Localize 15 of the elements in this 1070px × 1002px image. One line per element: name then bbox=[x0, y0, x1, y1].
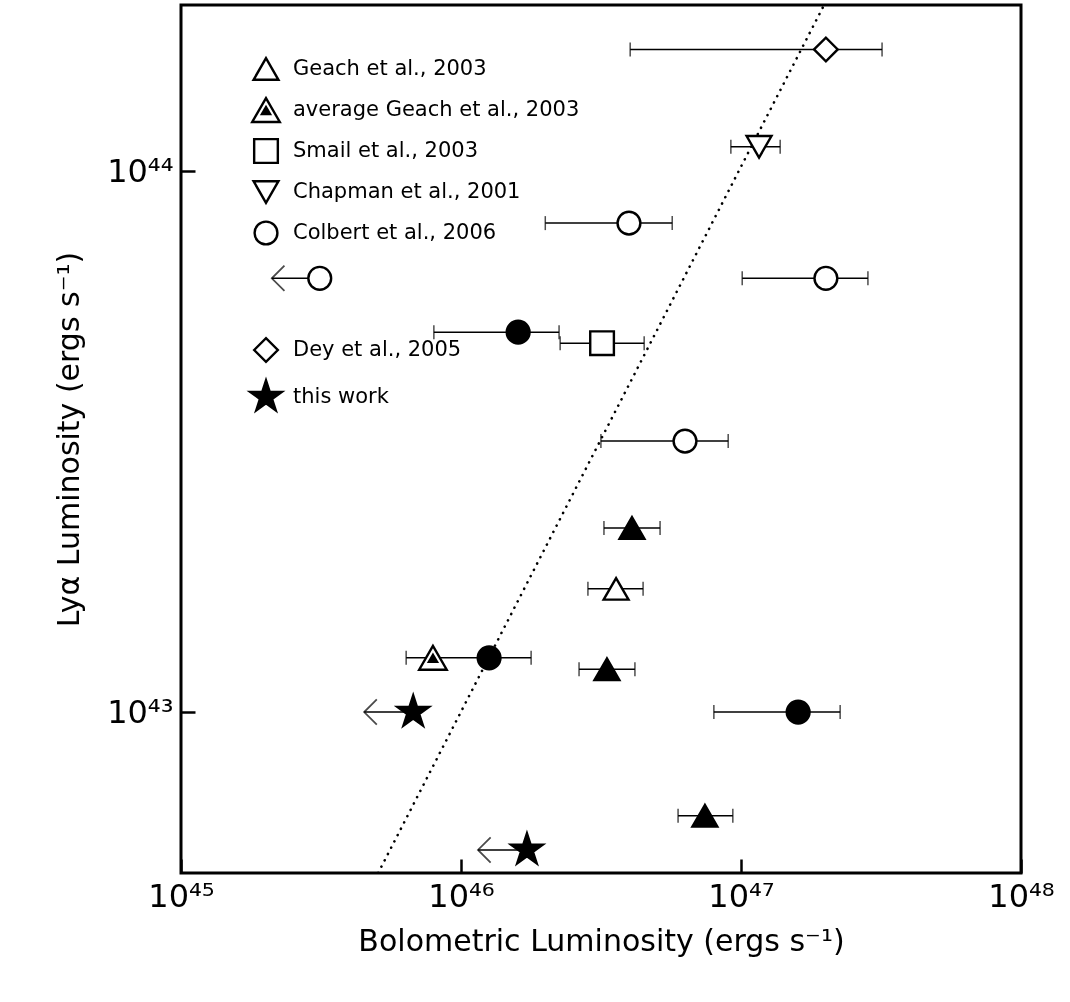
x-tick-label: 10⁴⁶ bbox=[428, 876, 495, 915]
x-axis-title: Bolometric Luminosity (ergs s⁻¹) bbox=[358, 922, 845, 958]
legend-label: Geach et al., 2003 bbox=[293, 56, 487, 80]
legend-label: Colbert et al., 2006 bbox=[293, 220, 497, 244]
y-axis-title: Lyα Luminosity (ergs s⁻¹) bbox=[51, 251, 87, 628]
legend-label: this work bbox=[293, 384, 390, 408]
legend-label: Dey et al., 2005 bbox=[293, 337, 462, 361]
x-tick-label: 10⁴⁷ bbox=[708, 876, 775, 915]
legend-label: average Geach et al., 2003 bbox=[293, 97, 580, 121]
legend-label: Chapman et al., 2001 bbox=[293, 179, 521, 203]
x-tick-label: 10⁴⁸ bbox=[988, 876, 1055, 915]
y-tick-label: 10⁴³ bbox=[107, 692, 174, 731]
x-tick-label: 10⁴⁵ bbox=[148, 876, 215, 915]
y-tick-label: 10⁴⁴ bbox=[107, 151, 174, 190]
legend-label: Smail et al., 2003 bbox=[293, 138, 479, 162]
